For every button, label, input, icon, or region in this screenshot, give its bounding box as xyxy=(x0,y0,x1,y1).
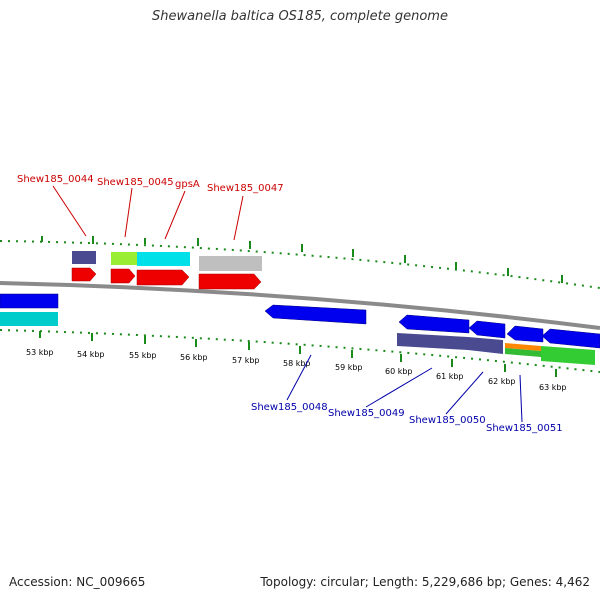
feature-block-purple-0050[interactable] xyxy=(468,337,503,354)
lower-feature-blocks xyxy=(0,312,595,365)
gene-label[interactable]: Shew185_0044 xyxy=(17,174,94,185)
gene-arrow-shew185-0047[interactable] xyxy=(198,273,262,290)
bottom-gene-labels: Shew185_0048 Shew185_0049 Shew185_0050 S… xyxy=(251,402,563,434)
accession-text: Accession: NC_009665 xyxy=(9,575,146,589)
gene-arrow-shew185-0045[interactable] xyxy=(110,268,136,284)
gene-label[interactable]: gpsA xyxy=(175,179,200,190)
upper-feature-blocks xyxy=(72,251,262,271)
tick-label: 56 kbp xyxy=(180,353,208,362)
tick-label: 53 kbp xyxy=(26,348,54,357)
gene-arrow-shew185-0050[interactable] xyxy=(468,320,506,339)
tick-label: 55 kbp xyxy=(129,351,157,360)
feature-block-orange[interactable] xyxy=(505,343,541,351)
tick-label: 62 kbp xyxy=(488,377,516,386)
tick-label: 58 kbp xyxy=(283,359,311,368)
genome-stats-text: Topology: circular; Length: 5,229,686 bp… xyxy=(260,575,590,589)
gene-arrow-gpsa[interactable] xyxy=(136,269,190,286)
gene-label[interactable]: Shew185_0048 xyxy=(251,402,328,413)
feature-block-lime[interactable] xyxy=(111,252,137,265)
tick-label: 63 kbp xyxy=(539,383,567,392)
gene-arrow-shew185-0048[interactable] xyxy=(264,304,367,325)
feature-block-gray[interactable] xyxy=(199,256,262,271)
gene-label[interactable]: Shew185_0049 xyxy=(328,408,405,419)
bottom-leader-lines xyxy=(286,354,523,423)
upper-scale-ticks xyxy=(41,236,563,283)
tick-label: 60 kbp xyxy=(385,367,413,376)
tick-label: 61 kbp xyxy=(436,372,464,381)
tick-label: 54 kbp xyxy=(77,350,105,359)
top-leader-lines xyxy=(52,185,244,241)
gene-arrow-shew185-0049[interactable] xyxy=(398,314,470,334)
feature-block-purple-0049[interactable] xyxy=(397,333,468,350)
feature-block-purple[interactable] xyxy=(72,251,96,264)
forward-genes xyxy=(71,267,262,290)
feature-block-green-small[interactable] xyxy=(505,348,541,357)
gene-label[interactable]: Shew185_0045 xyxy=(97,177,174,188)
gene-label[interactable]: Shew185_0047 xyxy=(207,183,284,194)
feature-block-cyan[interactable] xyxy=(137,252,190,266)
gene-arrow-shew185-0044[interactable] xyxy=(71,267,97,282)
gene-arrow-right-edge[interactable] xyxy=(541,328,600,349)
top-gene-labels: Shew185_0044 Shew185_0045 gpsA Shew185_0… xyxy=(17,174,284,194)
gene-arrow-left-edge[interactable] xyxy=(0,293,59,309)
tick-label: 59 kbp xyxy=(335,363,363,372)
gene-arrow-shew185-0051[interactable] xyxy=(506,325,544,343)
feature-block-cyan-left[interactable] xyxy=(0,312,58,326)
feature-block-green[interactable] xyxy=(541,346,595,365)
lower-scale-ticks xyxy=(39,331,557,377)
scale-tick-labels: 53 kbp 54 kbp 55 kbp 56 kbp 57 kbp 58 kb… xyxy=(26,348,567,392)
map-title: Shewanella baltica OS185, complete genom… xyxy=(152,9,448,24)
reverse-genes xyxy=(0,293,600,349)
genome-backbone xyxy=(0,281,600,330)
gene-label[interactable]: Shew185_0051 xyxy=(486,423,563,434)
gene-label[interactable]: Shew185_0050 xyxy=(409,415,486,426)
tick-label: 57 kbp xyxy=(232,356,260,365)
